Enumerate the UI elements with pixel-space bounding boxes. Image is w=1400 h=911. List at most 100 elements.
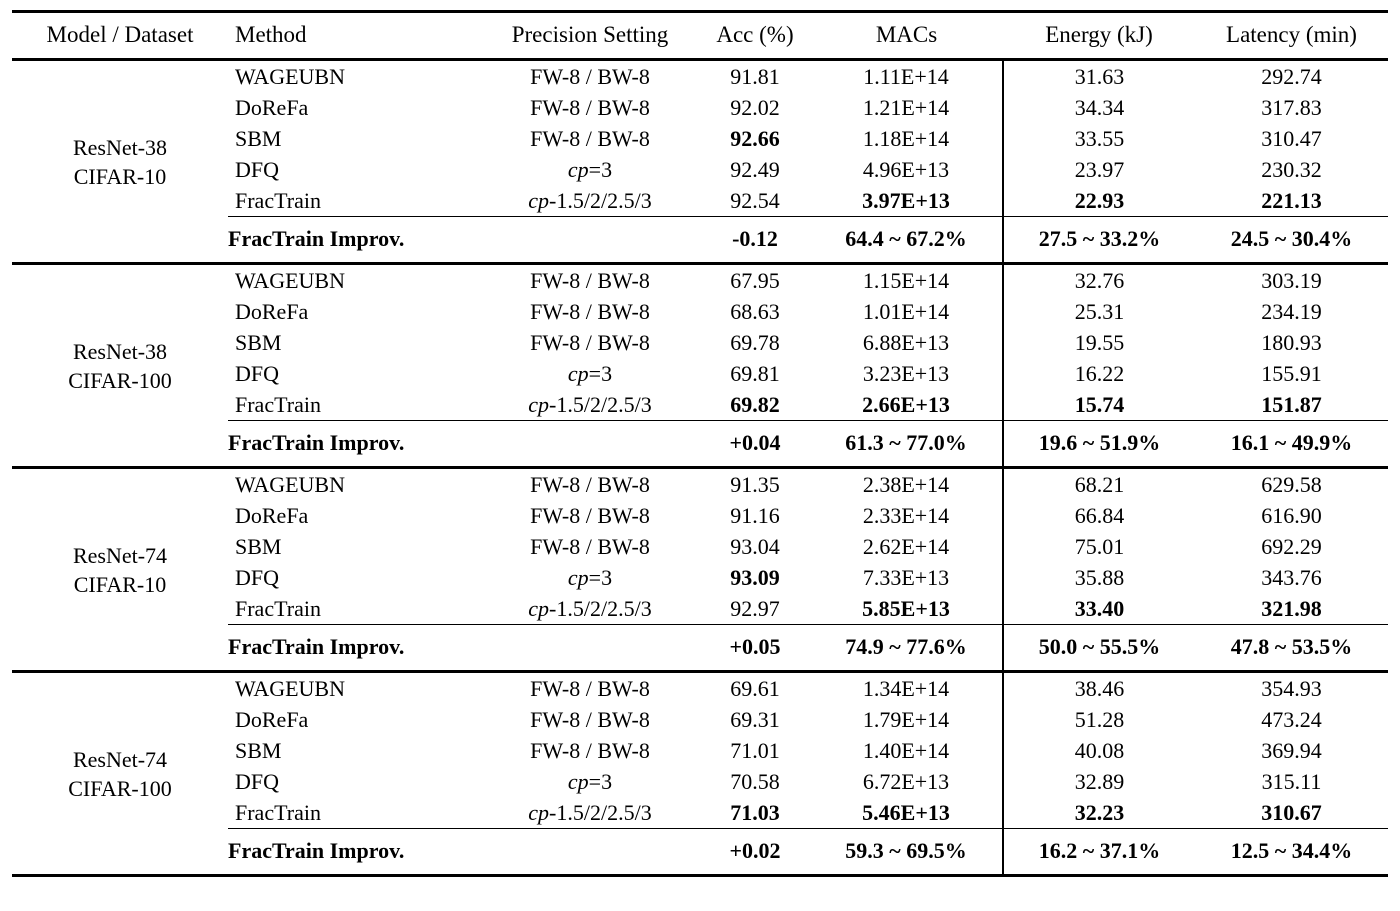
improv-latency-cell: 47.8 ~ 53.5%	[1195, 624, 1388, 673]
data-row: SBM FW-8 / BW-8 71.01 1.40E+14 40.08 369.94	[12, 735, 1388, 766]
model-label: ResNet-74	[72, 746, 168, 772]
improv-energy-cell: 27.5 ~ 33.2%	[1003, 216, 1195, 265]
energy-cell: 33.40	[1074, 596, 1125, 621]
col-header-energy: Energy (kJ)	[1003, 11, 1195, 61]
energy-cell: 40.08	[1074, 738, 1125, 763]
macs-cell: 4.96E+13	[810, 154, 1004, 185]
method-cell: SBM	[235, 738, 282, 763]
improv-acc-cell: +0.02	[700, 828, 810, 877]
data-row: DoReFa FW-8 / BW-8 92.02 1.21E+14 34.34 317.8…	[12, 92, 1388, 123]
model-dataset-cell: ResNet-74 CIFAR-100	[12, 671, 228, 877]
data-row: DFQ cp=3 92.49 4.96E+13 23.97 230.32	[12, 154, 1388, 185]
data-row: DFQ cp=3 70.58 6.72E+13 32.89 315.11	[12, 766, 1388, 797]
improv-latency-cell: 12.5 ~ 34.4%	[1195, 828, 1388, 877]
macs-cell: 1.34E+14	[810, 671, 1004, 704]
energy-cell: 31.63	[1074, 64, 1125, 89]
precision-cell: cp-1.5/2/2.5/3	[528, 596, 652, 621]
cp-italic: cp	[528, 596, 550, 621]
cp-italic: cp	[528, 392, 550, 417]
latency-cell: 629.58	[1261, 472, 1322, 497]
latency-cell: 343.76	[1261, 565, 1322, 590]
latency-cell: 310.67	[1261, 800, 1322, 825]
improv-macs-cell: 64.4 ~ 67.2%	[810, 216, 1004, 265]
acc-cell: 91.16	[730, 503, 780, 528]
acc-cell: 68.63	[730, 299, 780, 324]
macs-cell: 5.46E+13	[810, 797, 1004, 829]
precision-cell: FW-8 / BW-8	[530, 472, 650, 497]
improv-row: FracTrain Improv. +0.05 74.9 ~ 77.6% 50.0 ~…	[12, 624, 1388, 673]
energy-cell: 16.22	[1074, 361, 1125, 386]
acc-cell: 71.03	[730, 800, 780, 825]
latency-cell: 151.87	[1261, 392, 1322, 417]
precision-cell: FW-8 / BW-8	[530, 95, 650, 120]
latency-cell: 315.11	[1261, 769, 1322, 794]
energy-cell: 32.76	[1074, 268, 1125, 293]
latency-cell: 155.91	[1261, 361, 1322, 386]
cp-italic: cp	[528, 188, 550, 213]
acc-cell: 91.35	[730, 472, 780, 497]
energy-cell: 66.84	[1074, 503, 1125, 528]
acc-cell: 69.81	[730, 361, 780, 386]
precision-cell: cp-1.5/2/2.5/3	[528, 188, 652, 213]
data-row: DFQ cp=3 93.09 7.33E+13 35.88 343.76	[12, 562, 1388, 593]
macs-cell: 2.38E+14	[810, 467, 1004, 500]
improv-latency-cell: 24.5 ~ 30.4%	[1195, 216, 1388, 265]
energy-cell: 75.01	[1074, 534, 1125, 559]
model-label: ResNet-38	[72, 134, 168, 160]
energy-cell: 25.31	[1074, 299, 1125, 324]
latency-cell: 234.19	[1261, 299, 1322, 324]
precision-cell: cp-1.5/2/2.5/3	[528, 392, 652, 417]
col-header-macs: MACs	[810, 11, 1003, 61]
data-row: DoReFa FW-8 / BW-8 68.63 1.01E+14 25.31 234.1…	[12, 296, 1388, 327]
acc-cell: 69.61	[730, 676, 780, 701]
acc-cell: 71.01	[730, 738, 780, 763]
model-label: ResNet-38	[72, 338, 168, 364]
acc-cell: 93.09	[730, 565, 780, 590]
improv-label-cell: FracTrain Improv.	[228, 216, 700, 265]
latency-cell: 310.47	[1261, 126, 1322, 151]
energy-cell: 51.28	[1074, 707, 1125, 732]
macs-cell: 3.23E+13	[810, 358, 1004, 389]
precision-cell: FW-8 / BW-8	[530, 64, 650, 89]
data-row: FracTrain cp-1.5/2/2.5/3 92.97 5.85E+13 33.4…	[12, 593, 1388, 625]
col-header-acc: Acc (%)	[700, 11, 810, 61]
method-cell: SBM	[235, 534, 282, 559]
data-row: FracTrain cp-1.5/2/2.5/3 92.54 3.97E+13 22.9…	[12, 185, 1388, 217]
acc-cell: 69.78	[730, 330, 780, 355]
method-cell: SBM	[235, 126, 282, 151]
energy-cell: 68.21	[1074, 472, 1125, 497]
acc-cell: 91.81	[730, 64, 780, 89]
method-cell: DoReFa	[235, 707, 309, 732]
dataset-label: CIFAR-100	[68, 775, 172, 801]
method-cell: FracTrain	[235, 392, 321, 417]
data-row: DoReFa FW-8 / BW-8 91.16 2.33E+14 66.84 616.9…	[12, 500, 1388, 531]
precision-cell: FW-8 / BW-8	[530, 534, 650, 559]
data-row: SBM FW-8 / BW-8 92.66 1.18E+14 33.55 310.47	[12, 123, 1388, 154]
data-row: DoReFa FW-8 / BW-8 69.31 1.79E+14 51.28 473.2…	[12, 704, 1388, 735]
precision-cell: cp=3	[567, 565, 613, 590]
macs-cell: 1.79E+14	[810, 704, 1004, 735]
energy-cell: 34.34	[1074, 95, 1125, 120]
macs-cell: 2.66E+13	[810, 389, 1004, 421]
method-cell: DoReFa	[235, 95, 309, 120]
energy-cell: 32.89	[1074, 769, 1125, 794]
group-resnet-38-cifar-10: ResNet-38 CIFAR-10 WAGEUBN FW-8 / BW-8 91.81…	[12, 59, 1388, 265]
latency-cell: 221.13	[1261, 188, 1322, 213]
data-row: SBM FW-8 / BW-8 93.04 2.62E+14 75.01 692.29	[12, 531, 1388, 562]
method-cell: DFQ	[235, 361, 280, 386]
improv-energy-cell: 50.0 ~ 55.5%	[1003, 624, 1195, 673]
acc-cell: 92.66	[730, 126, 780, 151]
precision-cell: FW-8 / BW-8	[530, 126, 650, 151]
energy-cell: 35.88	[1074, 565, 1125, 590]
improv-energy-cell: 16.2 ~ 37.1%	[1003, 828, 1195, 877]
data-row: FracTrain cp-1.5/2/2.5/3 69.82 2.66E+13 15.7…	[12, 389, 1388, 421]
data-row: ResNet-38 CIFAR-10 WAGEUBN FW-8 / BW-8 91.81…	[12, 59, 1388, 265]
model-dataset-cell: ResNet-38 CIFAR-100	[12, 263, 228, 469]
group-resnet-74-cifar-10: ResNet-74 CIFAR-10 WAGEUBN FW-8 / BW-8 91.35…	[12, 467, 1388, 673]
cp-italic: cp	[567, 157, 589, 182]
method-cell: WAGEUBN	[235, 676, 345, 701]
precision-cell: cp=3	[567, 157, 613, 182]
precision-cell: FW-8 / BW-8	[530, 707, 650, 732]
energy-cell: 15.74	[1074, 392, 1125, 417]
data-row: ResNet-74 CIFAR-100 WAGEUBN FW-8 / BW-8 69.6…	[12, 671, 1388, 877]
